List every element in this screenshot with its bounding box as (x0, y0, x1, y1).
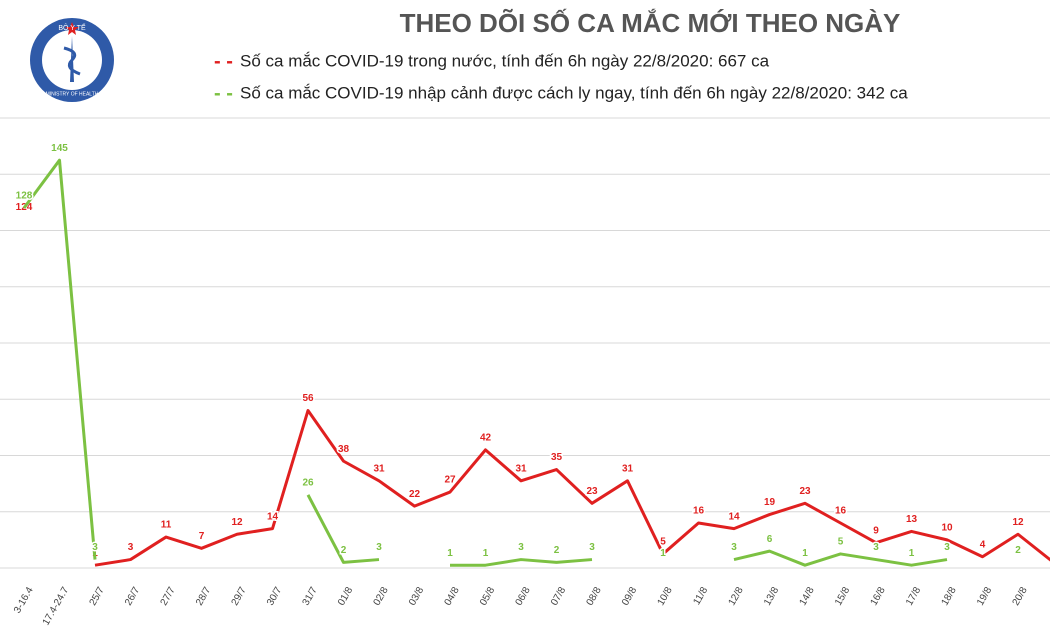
legend-label: Số ca mắc COVID-19 nhập cảnh được cách l… (240, 83, 908, 102)
x-tick-label: 08/8 (585, 585, 604, 608)
chart-title: THEO DÕI SỐ CA MẮC MỚI THEO NGÀY (400, 8, 901, 38)
x-tick-label: 10/8 (656, 585, 675, 608)
data-label: 1 (802, 548, 808, 559)
legend-marker: - - (214, 50, 233, 72)
data-label: 3 (518, 542, 524, 553)
data-label: 124 (16, 202, 33, 213)
data-label: 16 (835, 506, 847, 517)
data-label: 27 (444, 475, 456, 486)
x-tick-label: 05/8 (478, 585, 497, 608)
data-label: 19 (764, 497, 776, 508)
data-label: 31 (515, 463, 527, 474)
data-label: 31 (373, 463, 385, 474)
x-tick-label: 12/8 (727, 585, 746, 608)
data-label: 3 (873, 542, 879, 553)
x-tick-label: 06/8 (514, 585, 533, 608)
x-tick-label: 16/8 (869, 585, 888, 608)
data-label: 1 (909, 548, 915, 559)
data-label: 3 (92, 542, 98, 553)
x-tick-label: 17.4-24.7 (41, 585, 72, 627)
data-label: 2 (341, 545, 347, 556)
series-line (94, 409, 1050, 567)
x-tick-label: 13/8 (762, 585, 781, 608)
data-label: 5 (660, 537, 666, 548)
x-tick-label: 3-16.4 (12, 585, 36, 615)
x-tick-label: 30/7 (265, 585, 284, 608)
x-tick-label: 18/8 (940, 585, 959, 608)
logo-snake (63, 46, 81, 76)
data-label: 14 (728, 511, 740, 522)
data-label: 10 (941, 523, 953, 534)
x-tick-label: 11/8 (691, 585, 710, 607)
x-tick-label: 26/7 (123, 585, 142, 608)
data-label: 31 (622, 463, 634, 474)
data-label: 56 (302, 393, 314, 404)
legend-label: Số ca mắc COVID-19 trong nước, tính đến … (240, 51, 770, 70)
x-tick-label: 19/8 (975, 585, 994, 608)
logo-star (65, 22, 79, 35)
data-label: 3 (589, 542, 595, 553)
series-line (24, 160, 1018, 565)
x-tick-label: 17/8 (904, 585, 923, 608)
data-label: 23 (799, 486, 811, 497)
data-label: 128 (16, 191, 33, 202)
x-tick-label: 28/7 (194, 585, 213, 608)
data-label: 6 (767, 534, 773, 545)
x-tick-label: 25/7 (88, 585, 107, 608)
data-label: 7 (199, 531, 205, 542)
logo-top-text: BỘ Y TẾ (58, 22, 86, 32)
legend-marker: - - (214, 82, 233, 104)
data-label: 16 (693, 506, 705, 517)
data-label: 23 (586, 486, 598, 497)
data-label: 2 (554, 545, 560, 556)
data-label: 2 (1015, 545, 1021, 556)
x-tick-label: 31/7 (301, 585, 320, 608)
data-label: 35 (551, 452, 563, 463)
data-label: 1 (92, 548, 98, 559)
data-label: 12 (1012, 517, 1024, 528)
data-label: 3 (376, 542, 382, 553)
data-label: 11 (161, 520, 172, 531)
x-tick-label: 02/8 (372, 585, 391, 608)
data-label: 9 (873, 525, 879, 536)
x-tick-label: 09/8 (620, 585, 639, 608)
data-label: 1 (447, 548, 453, 559)
data-label: 3 (128, 542, 134, 553)
data-label: 26 (302, 478, 314, 489)
x-tick-label: 07/8 (549, 585, 568, 608)
data-label: 5 (838, 537, 844, 548)
x-tick-label: 01/8 (336, 585, 355, 608)
x-tick-label: 20/8 (1011, 585, 1030, 608)
logo-bottom-text: MINISTRY OF HEALTH (46, 91, 99, 97)
logo: BỘ Y TẾ MINISTRY OF HEALTH (30, 18, 114, 102)
data-label: 42 (480, 433, 492, 444)
data-label: 1 (483, 548, 489, 559)
data-label: 13 (906, 514, 918, 525)
x-tick-label: 27/7 (159, 585, 178, 608)
data-label: 22 (409, 489, 421, 500)
data-label: 38 (338, 444, 350, 455)
x-tick-label: 04/8 (443, 585, 462, 608)
data-label: 4 (980, 539, 986, 550)
x-tick-label: 03/8 (407, 585, 426, 608)
x-tick-label: 14/8 (798, 585, 817, 608)
data-label: 12 (231, 517, 243, 528)
data-label: 1 (660, 548, 666, 559)
data-label: 145 (51, 143, 68, 154)
data-label: 3 (944, 542, 950, 553)
x-tick-label: 15/8 (833, 585, 852, 608)
data-label: 3 (731, 542, 737, 553)
data-label: 14 (267, 511, 279, 522)
x-tick-label: 29/7 (230, 585, 249, 608)
